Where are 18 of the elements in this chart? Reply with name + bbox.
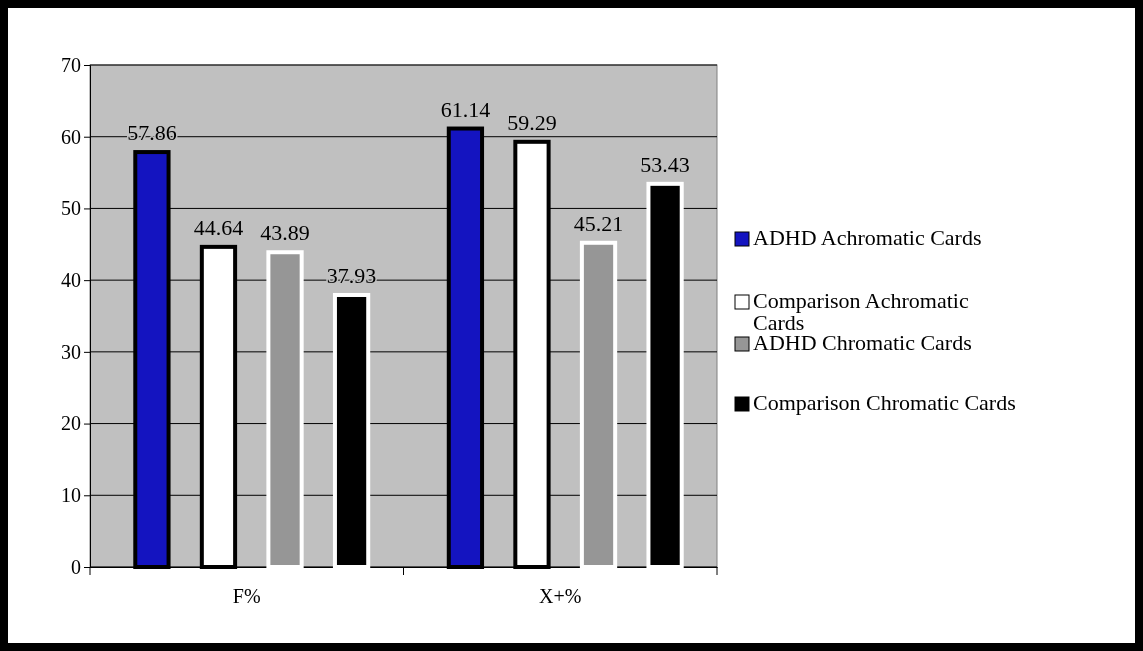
y-tick-label: 10 <box>61 484 81 507</box>
y-tick-label: 60 <box>61 125 81 148</box>
data-label: 53.43 <box>640 151 690 177</box>
y-tick-label: 0 <box>71 555 81 578</box>
data-label: 43.89 <box>260 220 310 246</box>
x-tick-label: X+% <box>539 585 582 608</box>
legend-label: Comparison Chromatic Cards <box>753 390 1016 415</box>
y-tick-label: 70 <box>61 53 81 76</box>
y-tick-label: 30 <box>61 340 81 363</box>
x-tick-label: F% <box>232 585 261 608</box>
data-label: 44.64 <box>193 214 244 240</box>
data-label: 61.14 <box>440 96 491 122</box>
legend-label: ADHD Achromatic Cards <box>753 225 982 250</box>
y-tick-label: 40 <box>61 269 81 292</box>
data-label: 59.29 <box>507 109 557 135</box>
data-label: 45.21 <box>573 210 624 236</box>
y-tick-label: 50 <box>61 197 81 220</box>
y-tick-label: 20 <box>61 412 81 435</box>
